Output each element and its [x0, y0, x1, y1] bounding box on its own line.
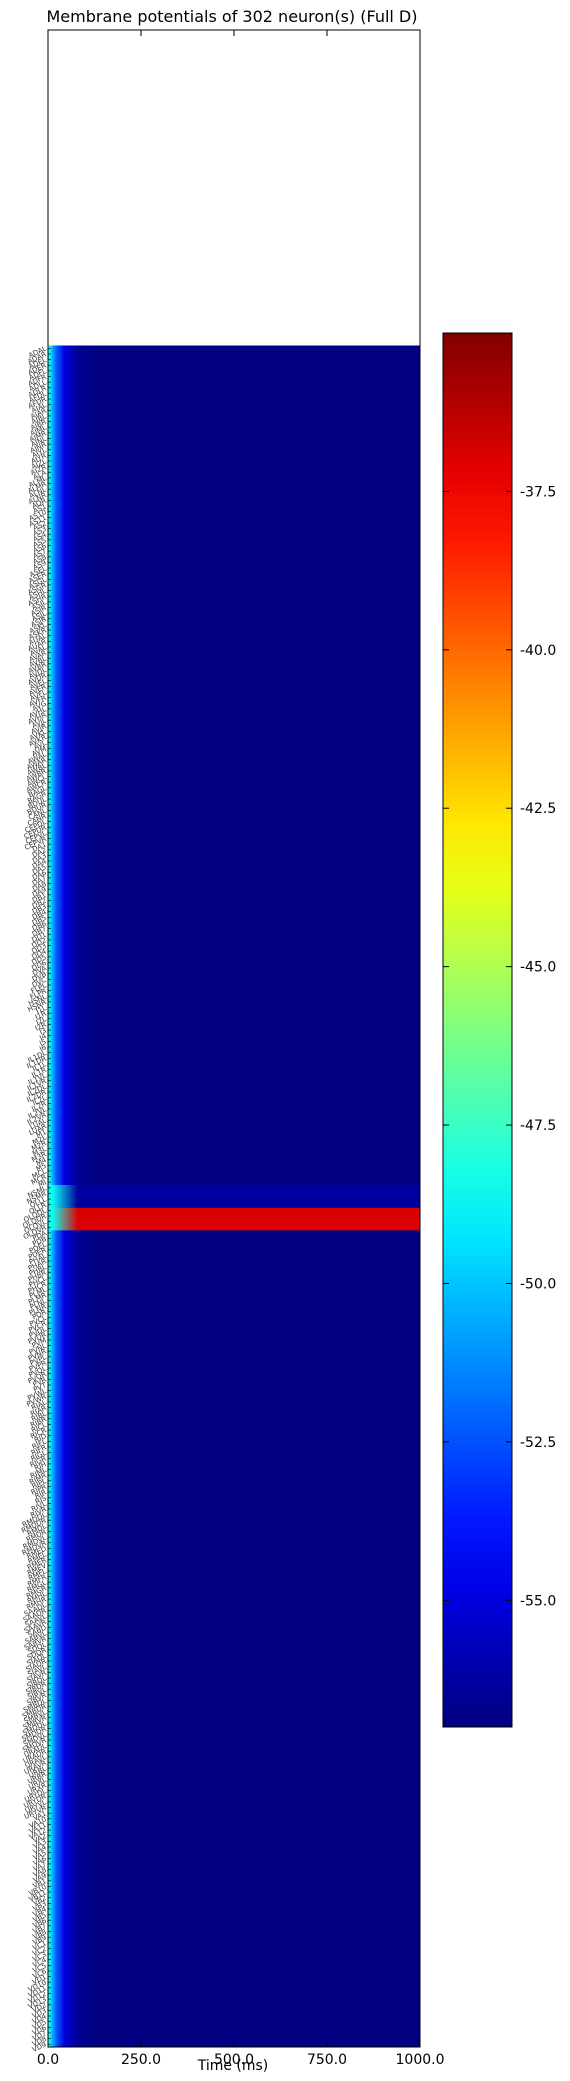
neuron-label: I1L	[35, 1004, 48, 1016]
highlighted-row-M2L	[48, 1190, 420, 1197]
colorbar-tick-label: -45.0	[520, 960, 556, 976]
colorbar: -37.5 -40.0 -42.5 -45.0 -47.5 -50.0 -52.5 -55.0	[442, 332, 556, 1728]
neuron-label: MI	[37, 1179, 48, 1190]
highlighted-row-M5	[48, 1213, 420, 1220]
neuron-label: I3	[38, 1026, 47, 1036]
colorbar-tick-label: -37.5	[520, 484, 556, 500]
x-tick-label: 1000.0	[396, 2052, 445, 2068]
x-tick-label: 0.0	[37, 2052, 59, 2068]
highlighted-row-M2R	[48, 1196, 420, 1203]
highlighted-row-M4	[48, 1207, 420, 1214]
x-tick-label: 750.0	[307, 2052, 347, 2068]
neuron-label: I6	[38, 1043, 48, 1053]
neuron-label: I4	[38, 1032, 48, 1042]
neuron-label: M4	[35, 1156, 48, 1168]
colorbar-scale	[442, 332, 513, 1728]
neuron-labels: ADALADARADELADERADFLADFRADLLADLRAFDLAFDR…	[20, 345, 51, 2054]
chart-title: Membrane potentials of 302 neuron(s) (Fu…	[46, 7, 417, 26]
highlighted-row-NSMR	[48, 1224, 420, 1231]
x-tick-label: 500.0	[214, 2052, 254, 2068]
x-axis: 0.0 250.0 500.0 750.0 1000.0	[37, 30, 445, 2068]
heatmap-plot-area	[47, 29, 421, 2048]
x-tick-label: 250.0	[121, 2052, 161, 2068]
neuron-label: I2L	[35, 1015, 48, 1027]
x-axis-title: Time (ms)	[197, 2058, 269, 2074]
highlighted-row-NSML	[48, 1218, 420, 1225]
colorbar-tick-label: -50.0	[520, 1276, 556, 1292]
colorbar-tick-label: -52.5	[520, 1435, 556, 1451]
colorbar-tick-label: -47.5	[520, 1118, 556, 1134]
neuron-label: M5	[35, 1162, 48, 1174]
highlighted-row-M3L	[48, 1201, 420, 1208]
highlighted-row-M1	[48, 1184, 420, 1191]
colorbar-tick-label: -40.0	[520, 643, 556, 659]
colorbar-tick-label: -42.5	[520, 801, 556, 817]
neuron-label: M1	[35, 1128, 48, 1140]
colorbar-tick-label: -55.0	[520, 1593, 556, 1609]
neuron-label: I5	[38, 1038, 47, 1048]
